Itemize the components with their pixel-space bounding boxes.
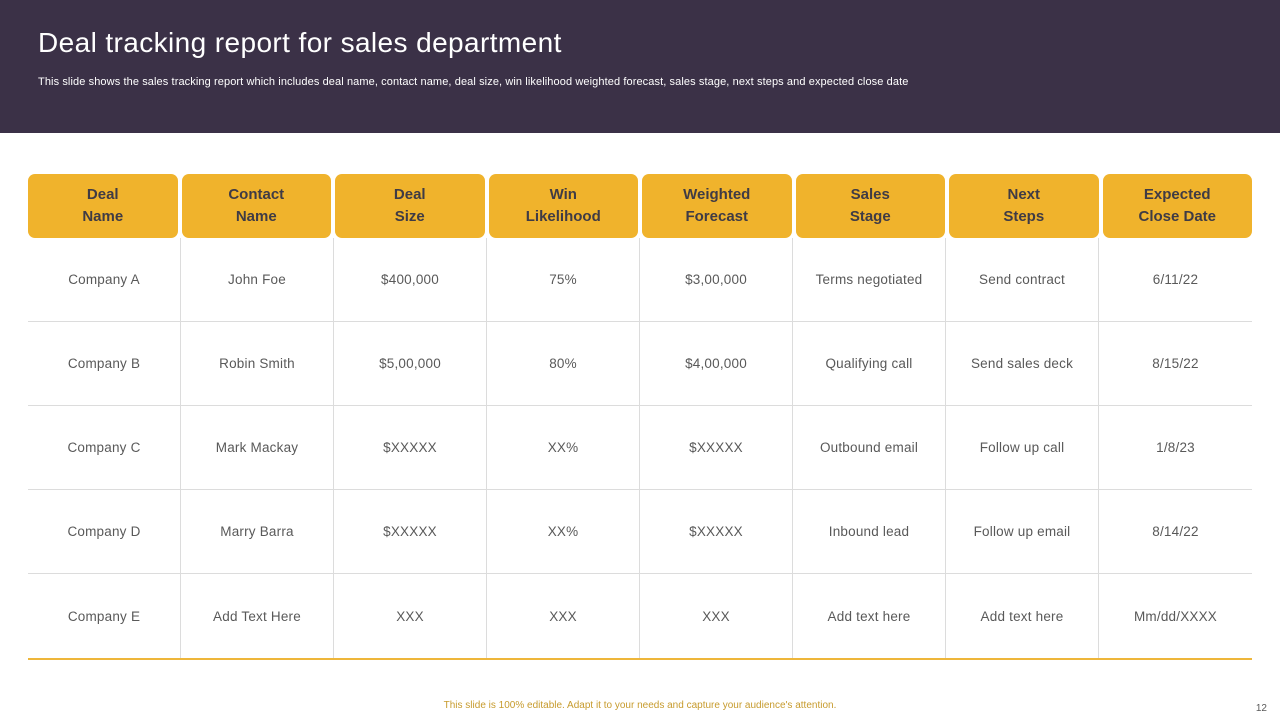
table-cell: $XXXXX	[334, 490, 487, 574]
table-row: Company A John Foe $400,000 75% $3,00,00…	[28, 238, 1252, 322]
table-row: Company E Add Text Here XXX XXX XXX Add …	[28, 574, 1252, 658]
table-cell: Add text here	[793, 574, 946, 658]
table-row: Company B Robin Smith $5,00,000 80% $4,0…	[28, 322, 1252, 406]
column-header-win-likelihood: Win Likelihood	[488, 174, 638, 238]
table-cell: Add Text Here	[181, 574, 334, 658]
table-cell: Company B	[28, 322, 181, 406]
table-cell: $5,00,000	[334, 322, 487, 406]
table-cell: XX%	[487, 490, 640, 574]
table-cell: 6/11/22	[1099, 238, 1252, 322]
table-cell: XX%	[487, 406, 640, 490]
table-cell: Follow up call	[946, 406, 1099, 490]
slide-header: Deal tracking report for sales departmen…	[0, 0, 1280, 133]
table-cell: Company E	[28, 574, 181, 658]
table-cell: $XXXXX	[640, 490, 793, 574]
table-row: Company C Mark Mackay $XXXXX XX% $XXXXX …	[28, 406, 1252, 490]
table-cell: Qualifying call	[793, 322, 946, 406]
table-cell: 8/14/22	[1099, 490, 1252, 574]
column-header-contact-name: Contact Name	[181, 174, 331, 238]
column-header-deal-size: Deal Size	[335, 174, 485, 238]
table-cell: Send sales deck	[946, 322, 1099, 406]
table-cell: XXX	[640, 574, 793, 658]
table-cell: Robin Smith	[181, 322, 334, 406]
column-header-deal-name: Deal Name	[28, 174, 178, 238]
table-cell: 8/15/22	[1099, 322, 1252, 406]
table-cell: 80%	[487, 322, 640, 406]
page-number: 12	[1255, 703, 1267, 714]
column-header-weighted-forecast: Weighted Forecast	[642, 174, 792, 238]
column-header-next-steps: Next Steps	[949, 174, 1099, 238]
table-cell: $400,000	[334, 238, 487, 322]
table-cell: 1/8/23	[1099, 406, 1252, 490]
table-cell: Mm/dd/XXXX	[1133, 608, 1218, 624]
table-cell: Mark Mackay	[181, 406, 334, 490]
table-cell: Send contract	[946, 238, 1099, 322]
table-cell: Company D	[28, 490, 181, 574]
table-cell: $3,00,000	[640, 238, 793, 322]
table-cell: $XXXXX	[640, 406, 793, 490]
table-cell: $4,00,000	[640, 322, 793, 406]
table-header-row: Deal Name Contact Name Deal Size Win Lik…	[28, 174, 1252, 238]
table-cell: 75%	[487, 238, 640, 322]
footer-note: This slide is 100% editable. Adapt it to…	[443, 700, 837, 711]
table-cell: Company A	[28, 238, 181, 322]
table-cell: Terms negotiated	[793, 238, 946, 322]
table-cell: John Foe	[181, 238, 334, 322]
table-row: Company D Marry Barra $XXXXX XX% $XXXXX …	[28, 490, 1252, 574]
table-cell: XXX	[487, 574, 640, 658]
table-cell: Add text here	[946, 574, 1099, 658]
table-cell: XXX	[334, 574, 487, 658]
table-body: Company A John Foe $400,000 75% $3,00,00…	[28, 238, 1252, 660]
table-cell: Company C	[28, 406, 181, 490]
table-cell: Follow up email	[946, 490, 1099, 574]
table-cell: $XXXXX	[334, 406, 487, 490]
table-cell: Inbound lead	[793, 490, 946, 574]
deal-tracking-table: Deal Name Contact Name Deal Size Win Lik…	[28, 174, 1252, 660]
column-header-sales-stage: Sales Stage	[795, 174, 945, 238]
slide-subtitle: This slide shows the sales tracking repo…	[38, 76, 909, 89]
table-cell: Marry Barra	[181, 490, 334, 574]
slide-title: Deal tracking report for sales departmen…	[38, 27, 562, 58]
column-header-expected-close-date: Expected Close Date	[1102, 174, 1252, 238]
table-cell: Outbound email	[793, 406, 946, 490]
